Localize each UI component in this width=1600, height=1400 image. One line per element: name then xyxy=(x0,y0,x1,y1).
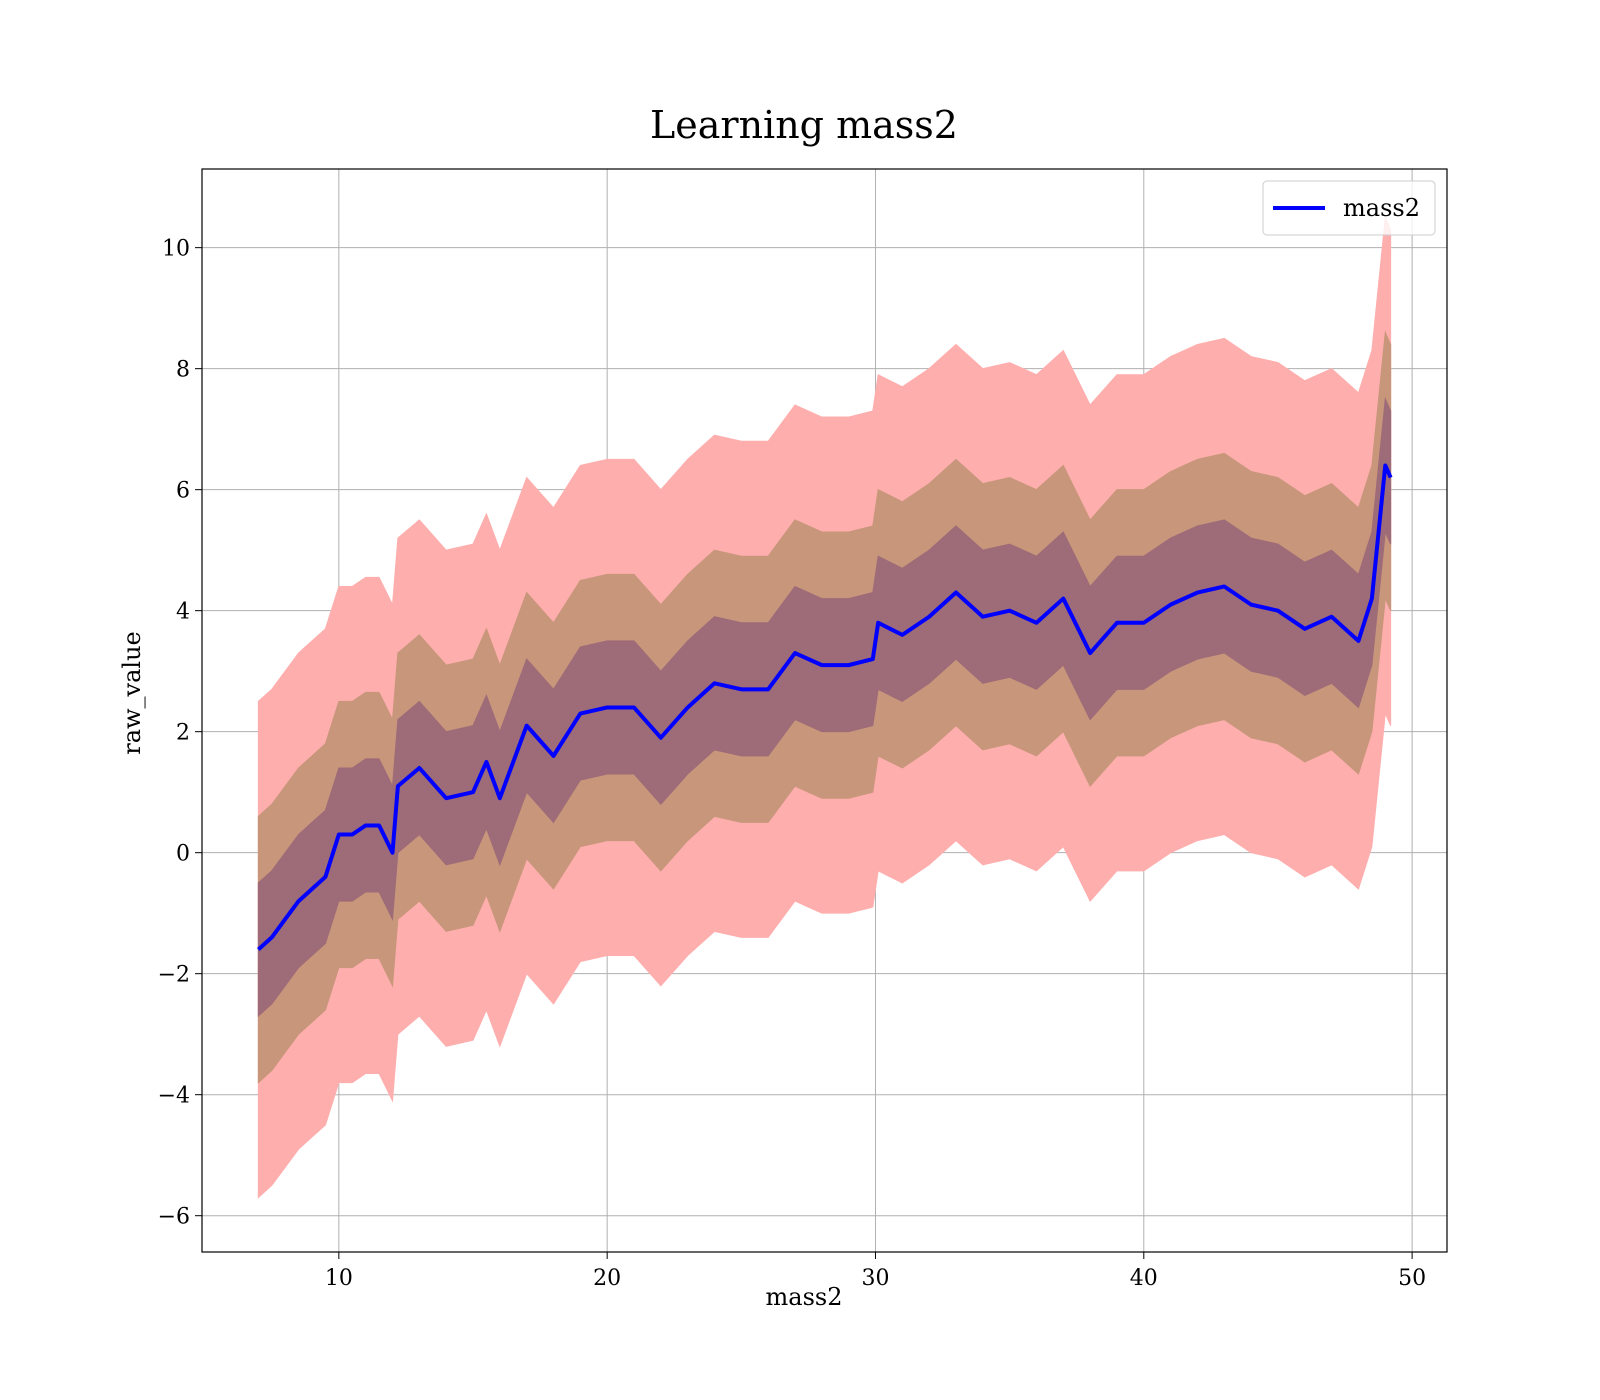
y-tick-label: 10 xyxy=(162,237,190,262)
x-axis-label: mass2 xyxy=(766,1283,843,1311)
x-tick-label: 20 xyxy=(593,1266,621,1291)
y-tick-label: 6 xyxy=(176,479,190,504)
y-tick-label: −2 xyxy=(158,963,190,988)
line xyxy=(257,463,1393,951)
x-tick-label: 10 xyxy=(325,1266,353,1291)
plot-frame xyxy=(201,168,1448,1253)
legend-label: mass2 xyxy=(1343,194,1420,222)
band xyxy=(257,396,1392,1018)
y-axis-label: raw_value xyxy=(118,631,146,755)
x-tick-label: 40 xyxy=(1130,1266,1158,1291)
plot-area: 10 20 30 40 50 −6 −4 −2 0 2 4 6 8 10 mass2 xyxy=(158,168,1448,1291)
y-tick-label: 0 xyxy=(176,842,190,867)
y-tick-label: −6 xyxy=(158,1205,190,1230)
x-tick-label: 50 xyxy=(1398,1266,1426,1291)
chart-title: Learning mass2 xyxy=(650,103,958,147)
y-tick-label: −4 xyxy=(158,1084,190,1109)
y-tick-label: 4 xyxy=(176,600,190,625)
y-tick-label: 2 xyxy=(176,721,190,746)
legend-box xyxy=(1262,180,1436,236)
x-tick-label: 30 xyxy=(861,1266,889,1291)
y-tick-label: 8 xyxy=(176,358,190,383)
